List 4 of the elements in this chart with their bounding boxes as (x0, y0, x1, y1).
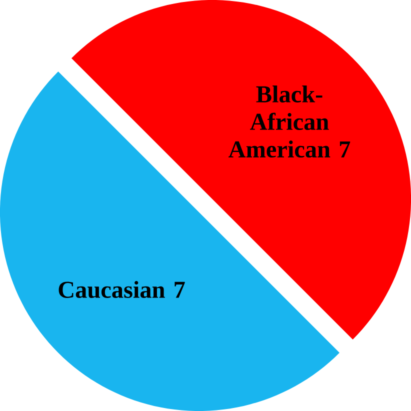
data-label: 7 (340, 141, 350, 158)
slice-label: Caucasian (58, 280, 165, 298)
slice-label: Black-African American (228, 85, 330, 158)
data-label: 7 (174, 282, 185, 298)
